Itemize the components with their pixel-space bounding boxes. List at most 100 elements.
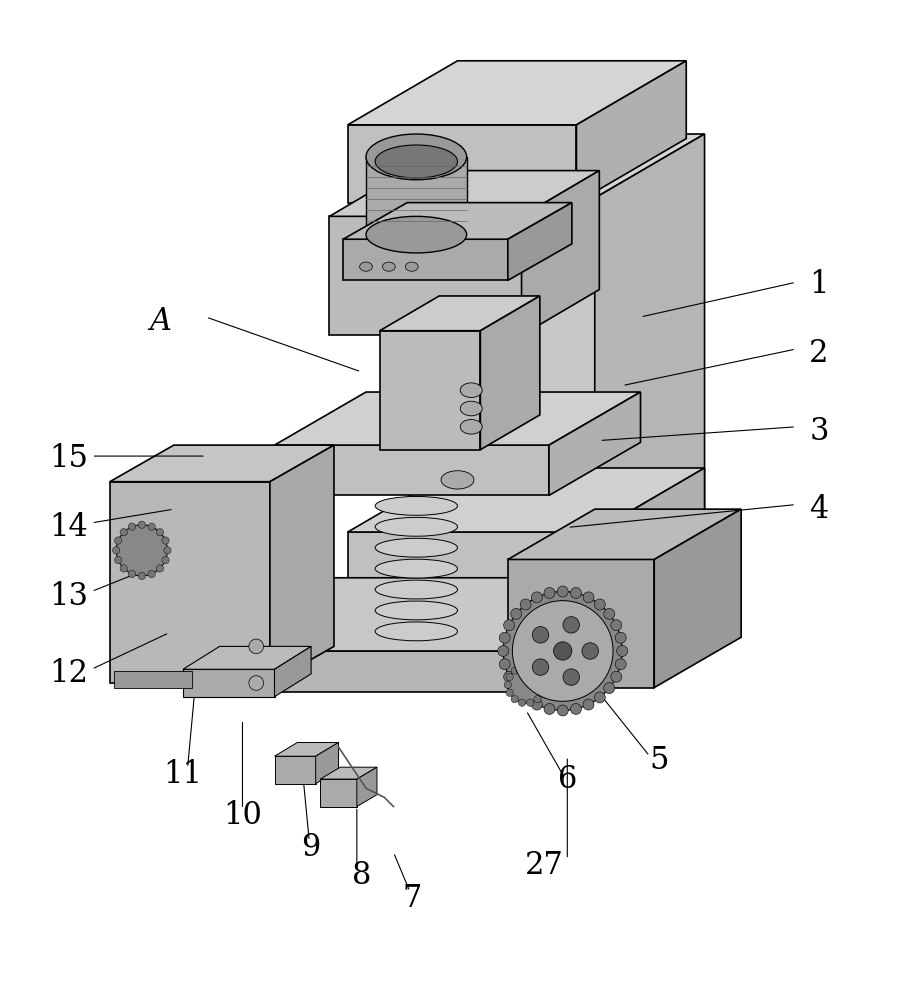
Ellipse shape — [533, 667, 541, 674]
Ellipse shape — [520, 692, 531, 703]
Polygon shape — [183, 669, 274, 697]
Ellipse shape — [506, 673, 513, 681]
Text: 27: 27 — [525, 850, 564, 882]
Text: 14: 14 — [49, 512, 88, 543]
Ellipse shape — [526, 663, 533, 671]
Polygon shape — [508, 509, 741, 559]
Ellipse shape — [615, 632, 626, 643]
Ellipse shape — [460, 419, 482, 434]
Text: 6: 6 — [557, 764, 577, 795]
Polygon shape — [343, 203, 572, 239]
Ellipse shape — [128, 523, 135, 530]
Ellipse shape — [583, 592, 594, 603]
Ellipse shape — [508, 667, 544, 703]
Ellipse shape — [162, 537, 169, 544]
Ellipse shape — [375, 496, 458, 515]
Ellipse shape — [570, 588, 581, 598]
Polygon shape — [522, 171, 599, 335]
Text: 2: 2 — [809, 338, 829, 369]
Ellipse shape — [544, 588, 555, 598]
Ellipse shape — [539, 689, 546, 696]
Polygon shape — [110, 445, 334, 482]
Polygon shape — [110, 482, 270, 683]
Polygon shape — [274, 445, 549, 495]
Ellipse shape — [504, 681, 511, 688]
Ellipse shape — [148, 523, 156, 530]
Polygon shape — [595, 468, 705, 582]
Ellipse shape — [162, 556, 169, 564]
Ellipse shape — [114, 537, 122, 544]
Ellipse shape — [366, 216, 467, 253]
Polygon shape — [329, 171, 599, 216]
Polygon shape — [654, 509, 741, 688]
Ellipse shape — [382, 262, 395, 271]
Ellipse shape — [604, 608, 615, 619]
Ellipse shape — [541, 681, 548, 688]
Ellipse shape — [611, 620, 622, 631]
Polygon shape — [348, 532, 595, 582]
Ellipse shape — [460, 401, 482, 416]
Polygon shape — [348, 468, 705, 532]
Text: 4: 4 — [809, 494, 829, 525]
Polygon shape — [348, 61, 686, 125]
Ellipse shape — [563, 617, 579, 633]
Ellipse shape — [557, 586, 568, 597]
Ellipse shape — [128, 570, 135, 578]
Ellipse shape — [375, 622, 458, 641]
Ellipse shape — [498, 645, 509, 656]
Ellipse shape — [512, 601, 613, 701]
Ellipse shape — [375, 559, 458, 578]
Ellipse shape — [441, 471, 474, 489]
Ellipse shape — [375, 601, 458, 620]
Ellipse shape — [113, 547, 120, 554]
Ellipse shape — [611, 671, 622, 682]
Ellipse shape — [156, 529, 164, 536]
Polygon shape — [274, 646, 311, 697]
Ellipse shape — [542, 676, 556, 690]
Text: 15: 15 — [49, 443, 88, 474]
Text: 13: 13 — [49, 581, 88, 612]
Polygon shape — [586, 578, 714, 692]
Ellipse shape — [519, 699, 526, 706]
Ellipse shape — [582, 643, 598, 659]
Polygon shape — [201, 651, 586, 692]
Ellipse shape — [366, 134, 467, 180]
Polygon shape — [380, 331, 480, 450]
Text: 11: 11 — [164, 759, 202, 790]
Ellipse shape — [617, 645, 628, 656]
Polygon shape — [343, 239, 508, 280]
Ellipse shape — [542, 639, 556, 654]
Ellipse shape — [519, 663, 526, 671]
Ellipse shape — [249, 639, 264, 654]
Text: 1: 1 — [809, 269, 829, 300]
Polygon shape — [270, 445, 334, 683]
Ellipse shape — [460, 383, 482, 398]
Polygon shape — [201, 578, 714, 651]
Ellipse shape — [503, 671, 514, 682]
Ellipse shape — [405, 262, 418, 271]
Polygon shape — [183, 646, 311, 669]
Ellipse shape — [138, 521, 145, 528]
Ellipse shape — [506, 689, 513, 696]
Text: 7: 7 — [402, 883, 422, 914]
Polygon shape — [508, 559, 654, 688]
Ellipse shape — [511, 667, 519, 674]
Polygon shape — [274, 742, 339, 756]
Polygon shape — [522, 198, 595, 573]
Ellipse shape — [604, 683, 615, 694]
Bar — [114, 671, 192, 688]
Polygon shape — [329, 216, 522, 335]
Ellipse shape — [375, 517, 458, 536]
Ellipse shape — [120, 529, 127, 536]
Polygon shape — [320, 767, 377, 779]
Polygon shape — [508, 203, 572, 280]
Ellipse shape — [511, 683, 522, 694]
Ellipse shape — [532, 592, 543, 603]
Ellipse shape — [148, 570, 156, 578]
Ellipse shape — [539, 673, 546, 681]
Polygon shape — [357, 767, 377, 807]
Ellipse shape — [533, 659, 549, 675]
Ellipse shape — [526, 699, 533, 706]
Ellipse shape — [511, 695, 519, 703]
Polygon shape — [595, 134, 705, 573]
